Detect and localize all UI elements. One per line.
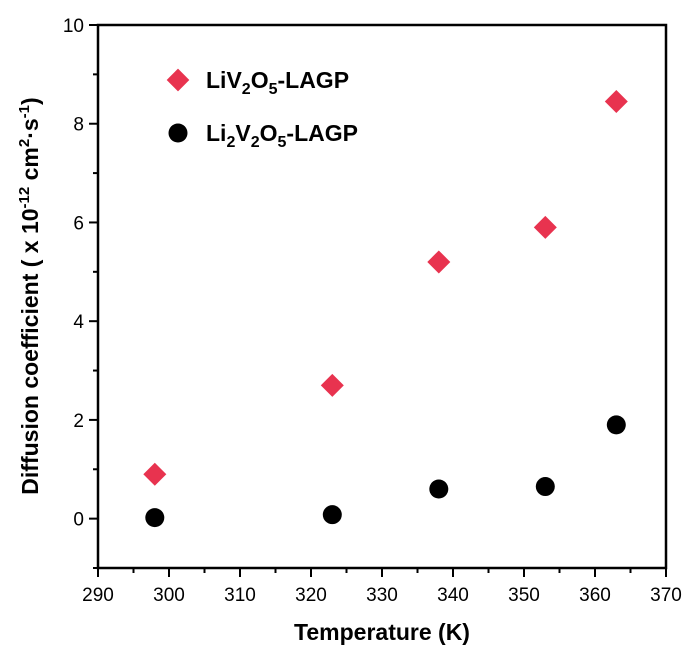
- x-tick-label-5: 340: [437, 585, 469, 606]
- x-tick-label-1: 300: [153, 585, 185, 606]
- axis-tick-labels: 290 300 310 320 330 340 350 360 370 0 2 4 6 8 10: [63, 16, 682, 606]
- plot-frame: [96, 23, 668, 570]
- x-tick-label-4: 330: [366, 585, 398, 606]
- x-tick-label-6: 350: [508, 585, 540, 606]
- point-series-2-1: [322, 505, 342, 525]
- x-tick-label-2: 310: [224, 585, 256, 606]
- point-series-2-0: [145, 508, 165, 528]
- legend-marker-circle: [168, 123, 188, 143]
- point-series-1-3: [533, 215, 557, 239]
- x-tick-label-0: 290: [82, 585, 114, 606]
- y-tick-label-4: 8: [73, 115, 84, 136]
- legend: LiV2O5-LAGP Li2V2O5-LAGP: [166, 67, 358, 151]
- y-axis-title: Diffusion coefficient ( x 10-12 cm2·s-1): [16, 97, 43, 494]
- legend-marker-diamond: [166, 68, 190, 92]
- x-axis-title: Temperature (K): [294, 619, 470, 645]
- axis-ticks: [89, 24, 667, 577]
- legend-label-series-2: Li2V2O5-LAGP: [206, 120, 358, 151]
- x-tick-label-7: 360: [579, 585, 611, 606]
- point-series-2-3: [535, 477, 555, 497]
- point-series-1-0: [143, 462, 167, 486]
- y-tick-label-3: 6: [73, 213, 84, 234]
- y-tick-label-5: 10: [63, 16, 84, 37]
- point-series-1-2: [427, 250, 451, 274]
- y-tick-label-1: 2: [73, 411, 84, 432]
- point-series-1-1: [320, 373, 344, 397]
- point-series-2-4: [606, 415, 626, 435]
- data-markers: [143, 90, 628, 528]
- point-series-1-4: [604, 90, 628, 114]
- point-series-2-2: [429, 479, 449, 499]
- x-tick-label-8: 370: [650, 585, 682, 606]
- legend-label-series-1: LiV2O5-LAGP: [206, 67, 349, 98]
- y-tick-label-0: 0: [73, 510, 84, 531]
- y-tick-label-2: 4: [73, 312, 84, 333]
- x-tick-label-3: 320: [295, 585, 327, 606]
